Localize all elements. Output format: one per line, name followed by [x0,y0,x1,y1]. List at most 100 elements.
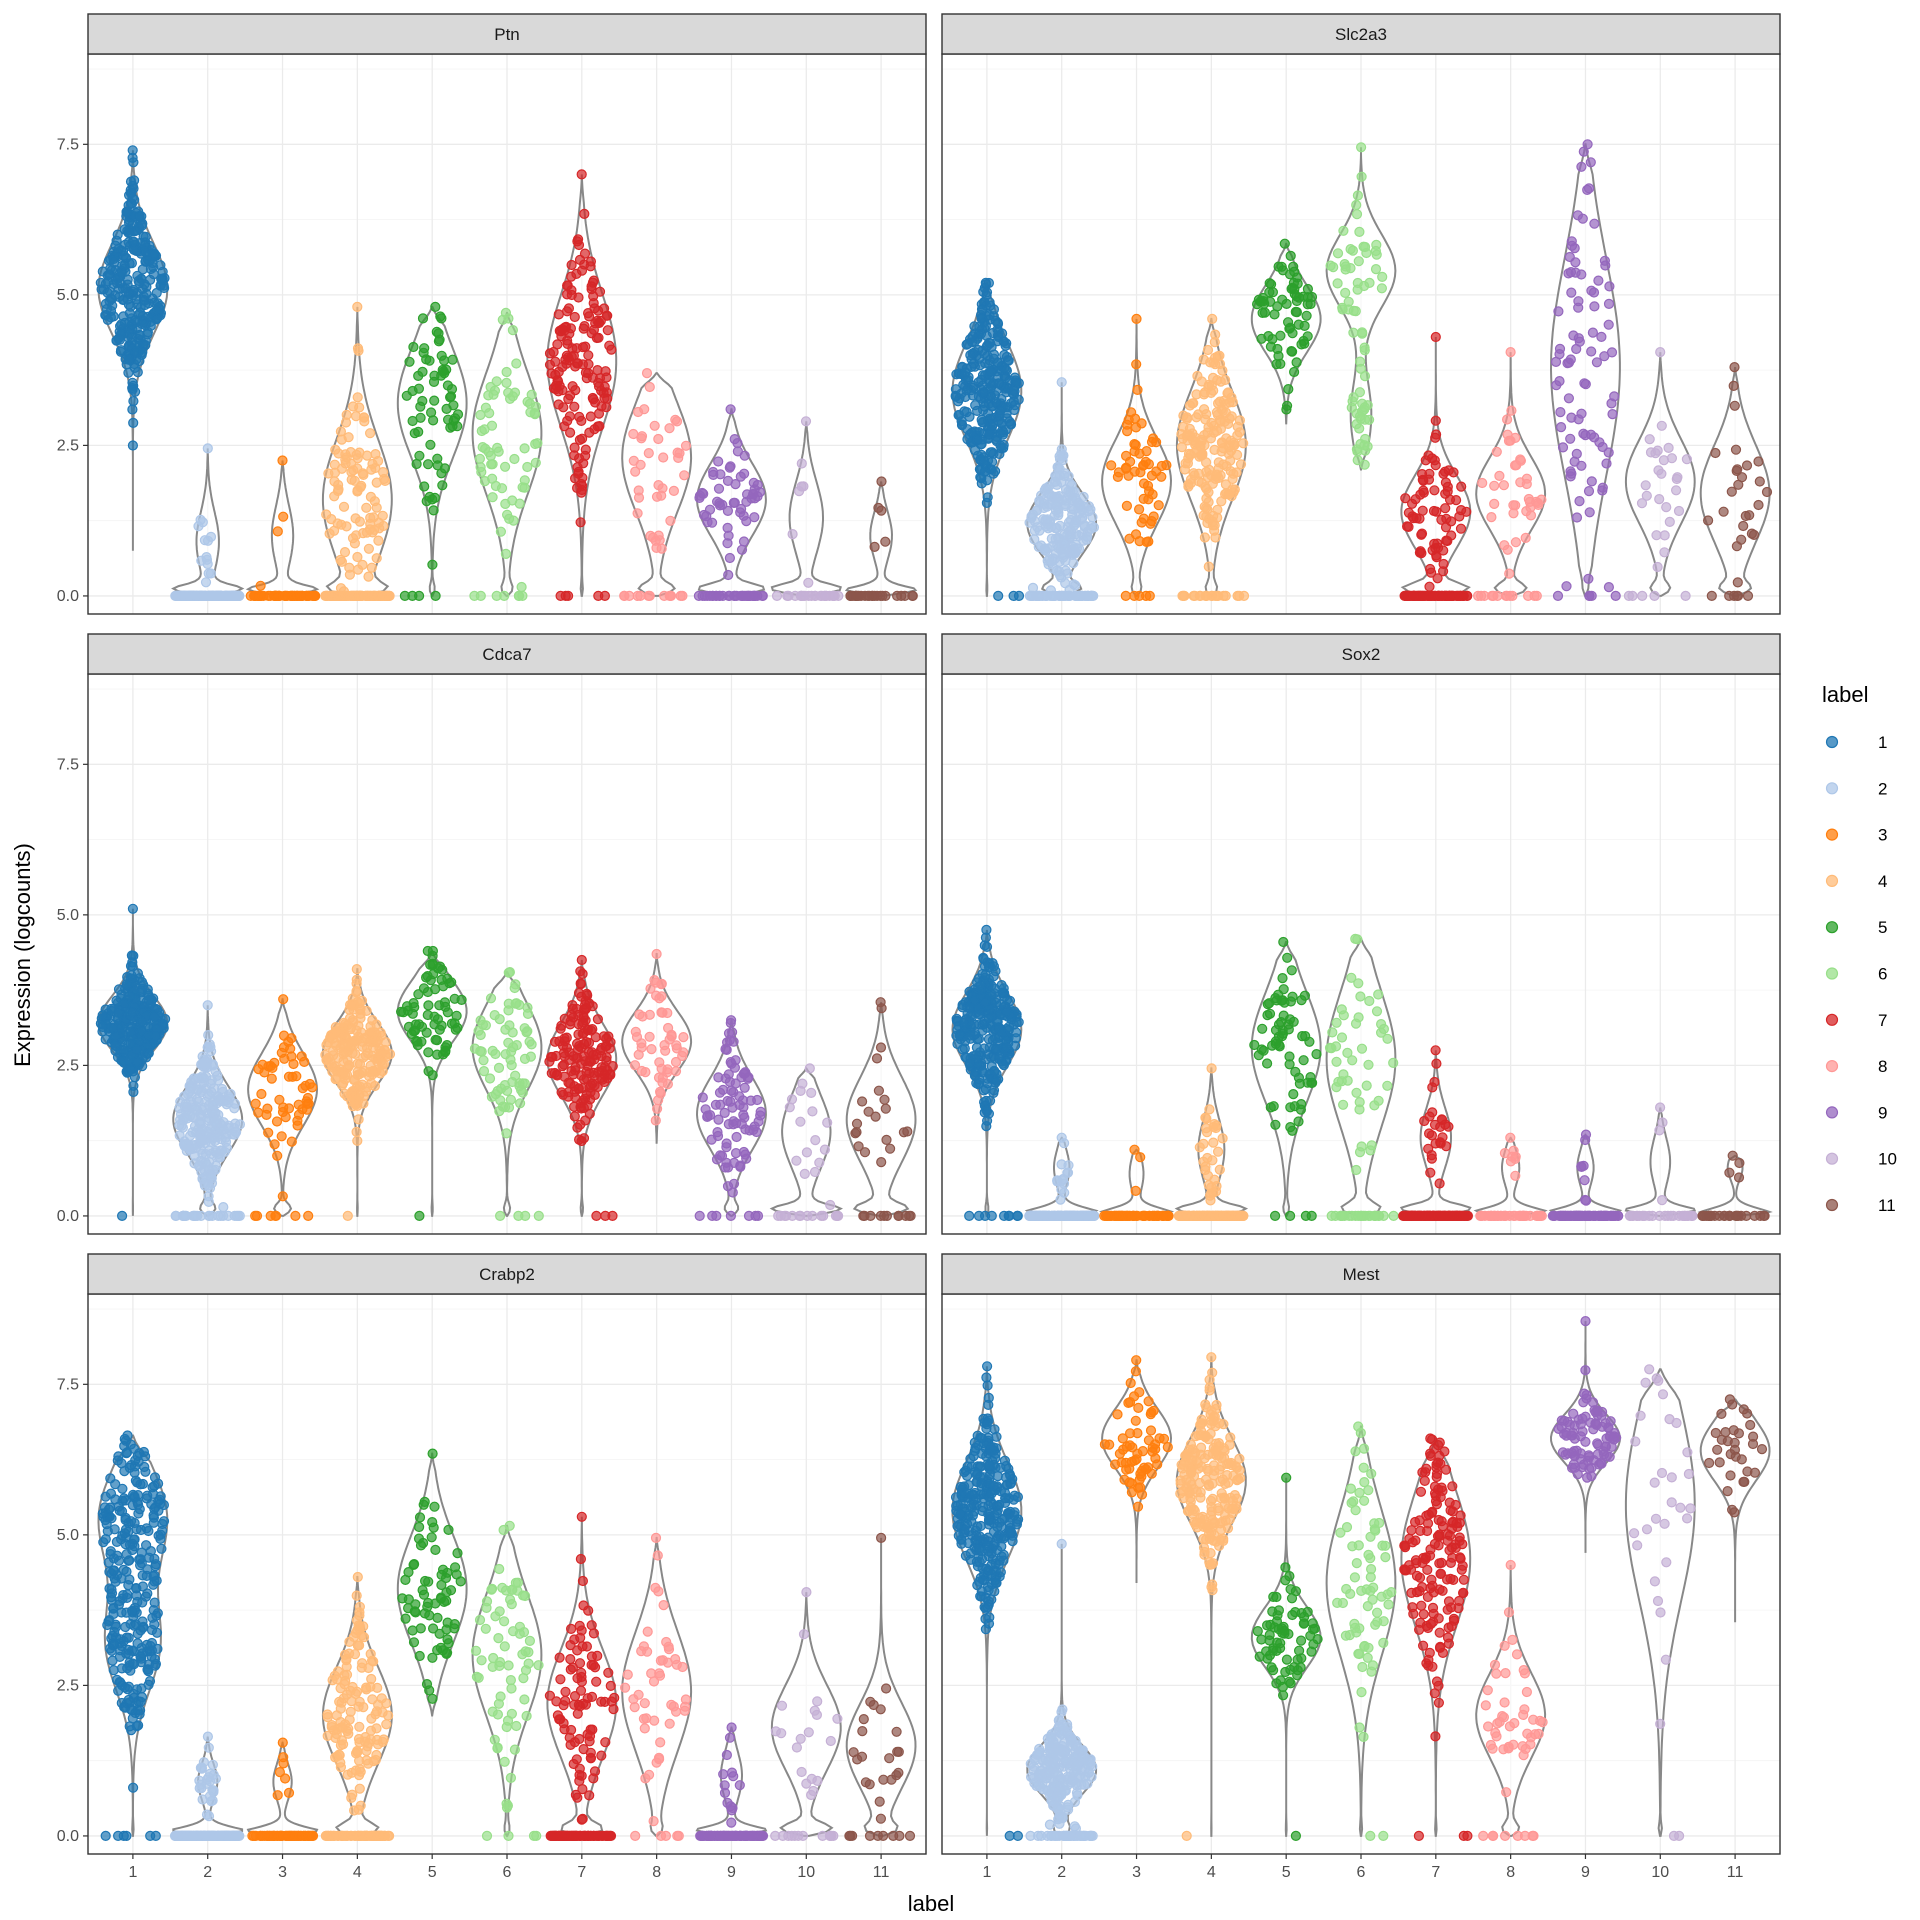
data-point [519,1053,531,1065]
data-point [516,581,527,593]
data-point [1001,413,1013,424]
data-point [1216,496,1227,507]
data-point [377,510,388,521]
data-point [1601,458,1612,469]
data-point [371,553,382,564]
data-point [1355,363,1367,374]
data-point [959,406,970,417]
data-point [408,341,419,353]
data-point [428,505,439,516]
data-point [1143,536,1154,547]
data-point [272,1150,283,1161]
data-point [975,980,987,991]
data-point [278,994,289,1005]
data-point [1609,391,1620,402]
y-tick-label: 5.0 [57,907,79,924]
data-point [1579,378,1590,389]
data-point [1377,271,1388,282]
data-point [1417,505,1428,516]
data-point [1129,590,1140,602]
data-point [714,1087,726,1098]
data-point [984,314,995,325]
data-point [850,1128,861,1139]
data-point [679,470,690,481]
data-point [1435,590,1447,602]
data-point [399,590,410,602]
data-point [343,432,354,443]
data-point [1338,225,1349,236]
data-point [722,475,734,486]
data-point [495,1210,506,1222]
data-point [128,1080,139,1091]
data-point [209,1132,220,1143]
data-point [1209,444,1220,455]
data-point [436,350,447,361]
violin-group-1 [95,145,170,551]
data-point [127,903,138,914]
data-point [575,978,587,990]
data-point [1351,444,1363,455]
data-point [739,1082,750,1093]
data-point [727,1102,738,1113]
data-point [413,989,424,1000]
data-point [981,941,993,953]
data-point [720,1073,731,1084]
data-point [573,1029,584,1040]
data-point [738,510,749,522]
data-point [729,497,740,508]
data-point [981,341,993,352]
data-point [1754,476,1765,487]
data-point [1129,1144,1140,1155]
data-point [1753,499,1764,511]
data-point [508,515,519,526]
data-point [1199,532,1211,543]
data-point [127,404,138,415]
data-point [1424,581,1435,592]
data-point [475,590,486,602]
data-point [452,409,464,420]
data-point [1432,542,1444,553]
data-point [632,406,644,418]
data-point [1607,409,1618,420]
data-point [278,511,289,522]
data-point [351,1126,362,1138]
data-point [650,535,661,546]
data-point [414,450,425,461]
data-point [365,518,376,530]
data-point [589,397,601,408]
data-point [571,1053,582,1064]
data-point [732,438,743,449]
data-point [378,467,389,478]
data-point [503,1005,514,1016]
data-point [100,278,112,289]
data-point [1356,171,1367,182]
data-point [582,308,594,319]
data-point [1027,582,1039,594]
data-point [794,1210,805,1222]
data-point [322,1054,333,1065]
data-point [1652,445,1663,456]
data-point [880,536,891,547]
data-point [337,1039,348,1050]
data-point [754,487,766,498]
data-point [725,1015,737,1026]
data-point [991,1068,1002,1079]
data-point [1130,422,1142,433]
data-point [1180,458,1191,469]
data-point [818,1210,829,1222]
data-point [1130,1185,1141,1197]
data-point [1340,287,1351,298]
data-point [1202,344,1214,356]
data-point [1680,590,1691,602]
data-point [1124,533,1135,544]
data-point [1566,468,1577,479]
data-point [145,320,156,331]
data-point [112,229,123,240]
data-point [707,466,719,478]
data-point [1085,1210,1096,1222]
data-point [1563,393,1575,404]
data-point [1455,523,1467,534]
data-point [128,244,139,255]
data-point [1354,411,1366,422]
data-point [1718,506,1729,517]
